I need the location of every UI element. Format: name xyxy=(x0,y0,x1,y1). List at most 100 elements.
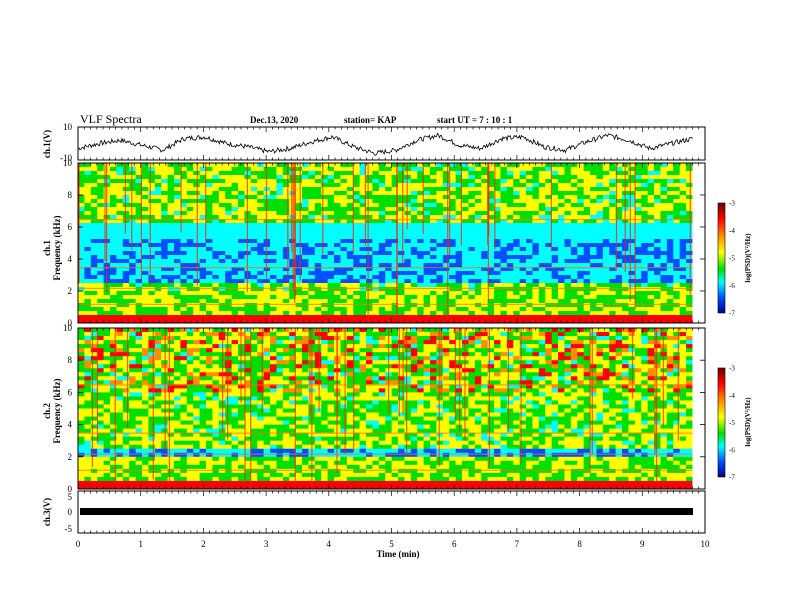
spectrogram-cell xyxy=(442,348,450,353)
spectrogram-cell xyxy=(270,215,277,220)
spectrogram-cell xyxy=(270,368,277,373)
spectrogram-cell xyxy=(532,364,540,369)
spectrogram-cell xyxy=(378,332,386,337)
spectrogram-cell xyxy=(359,175,367,180)
spectrogram-cell xyxy=(378,336,386,341)
spectrogram-cell xyxy=(570,171,578,176)
spectrogram-cell xyxy=(590,203,597,208)
spectrogram-cell xyxy=(199,295,207,300)
spectrogram-cell xyxy=(660,267,668,272)
spectrogram-cell xyxy=(148,344,156,349)
spectrogram-cell xyxy=(110,332,117,337)
spectrogram-cell xyxy=(212,372,220,377)
spectrogram-cell xyxy=(148,183,156,188)
spectrogram-cell xyxy=(193,255,201,260)
spectrogram-cell xyxy=(244,332,252,337)
spectrogram-cell xyxy=(628,231,636,236)
spectrogram-cell xyxy=(590,243,597,248)
spectrogram-cell xyxy=(193,368,201,373)
spectrogram-cell xyxy=(609,315,617,320)
spectrogram-cell xyxy=(84,203,92,208)
spectrogram-cell xyxy=(372,231,380,236)
spectrogram-cell xyxy=(526,340,533,345)
spectrogram-cell xyxy=(167,247,175,252)
spectrogram-cell xyxy=(551,175,559,180)
spectrogram-cell xyxy=(647,311,655,316)
spectrogram-cell xyxy=(398,239,405,244)
spectrogram-cell xyxy=(186,183,194,188)
spectrogram-cell xyxy=(577,279,585,284)
spectrogram-cell xyxy=(391,255,399,260)
spectrogram-cell xyxy=(410,211,418,216)
spectrogram-cell xyxy=(302,271,309,276)
spectrogram-cell xyxy=(244,307,252,312)
spectrogram-cell xyxy=(78,199,85,204)
spectrogram-cell xyxy=(314,231,322,236)
spectrogram-cell xyxy=(103,319,111,324)
spectrogram-cell xyxy=(212,183,220,188)
spectrogram-cell xyxy=(641,348,649,353)
spectrogram-cell xyxy=(628,267,636,272)
spectrogram-cell xyxy=(468,183,476,188)
spectrogram-cell xyxy=(532,195,540,200)
spectrogram-cell xyxy=(314,368,322,373)
spectrogram-cell xyxy=(257,291,265,296)
spectrogram-cell xyxy=(430,195,437,200)
spectrogram-cell xyxy=(282,283,290,288)
spectrogram-cell xyxy=(327,203,335,208)
spectrogram-cell xyxy=(263,336,271,341)
spectrogram-cell xyxy=(378,299,386,304)
spectrogram-cell xyxy=(506,295,514,300)
spectrogram-cell xyxy=(564,303,572,308)
spectrogram-cell xyxy=(506,187,514,192)
spectrogram-cell xyxy=(97,275,104,280)
spectrogram-cell xyxy=(238,219,245,224)
spectrogram-cell xyxy=(327,295,335,300)
spectrogram-streak xyxy=(131,163,133,250)
spectrogram-cell xyxy=(442,183,450,188)
spectrogram-cell xyxy=(564,191,572,196)
spectrogram-cell xyxy=(398,332,405,337)
spectrogram-cell xyxy=(110,223,117,228)
spectrogram-cell xyxy=(218,295,226,300)
spectrogram-cell xyxy=(666,199,674,204)
spectrogram-cell xyxy=(225,235,233,240)
spectrogram-cell xyxy=(532,368,540,373)
spectrogram-cell xyxy=(410,207,418,212)
spectrogram-cell xyxy=(167,340,175,345)
spectrogram-cell xyxy=(634,344,642,349)
spectrogram-cell xyxy=(174,336,181,341)
spectrogram-cell xyxy=(302,243,309,248)
spectrogram-cell xyxy=(487,231,495,236)
spectrogram-cell xyxy=(398,223,405,228)
spectrogram-cell xyxy=(487,315,495,320)
spectrogram-cell xyxy=(590,356,597,361)
spectrogram-cell xyxy=(218,311,226,316)
spectrogram-cell xyxy=(302,368,309,373)
spectrogram-cell xyxy=(455,215,463,220)
spectrogram-cell xyxy=(660,255,668,260)
spectrogram-cell xyxy=(545,352,553,357)
spectrogram-cell xyxy=(193,328,201,333)
spectrogram-cell xyxy=(506,179,514,184)
spectrogram-cell xyxy=(135,203,143,208)
spectrogram-cell xyxy=(609,336,617,341)
spectrogram-cell xyxy=(161,231,169,236)
spectrogram-cell xyxy=(302,251,309,256)
spectrogram-cell xyxy=(596,203,604,208)
spectrogram-cell xyxy=(154,291,162,296)
spectrogram-cell xyxy=(474,235,482,240)
spectrogram-cell xyxy=(391,332,399,337)
spectrogram-cell xyxy=(366,199,373,204)
spectrogram-cell xyxy=(532,255,540,260)
spectrogram-cell xyxy=(628,239,636,244)
spectrogram-cell xyxy=(590,332,597,337)
spectrogram-cell xyxy=(641,267,649,272)
spectrogram-cell xyxy=(378,255,386,260)
spectrogram-cell xyxy=(647,352,655,357)
spectrogram-cell xyxy=(673,307,681,312)
spectrogram-cell xyxy=(570,183,578,188)
spectrogram-cell xyxy=(487,348,495,353)
spectrogram-cell xyxy=(385,311,393,316)
spectrogram-cell xyxy=(602,332,610,337)
